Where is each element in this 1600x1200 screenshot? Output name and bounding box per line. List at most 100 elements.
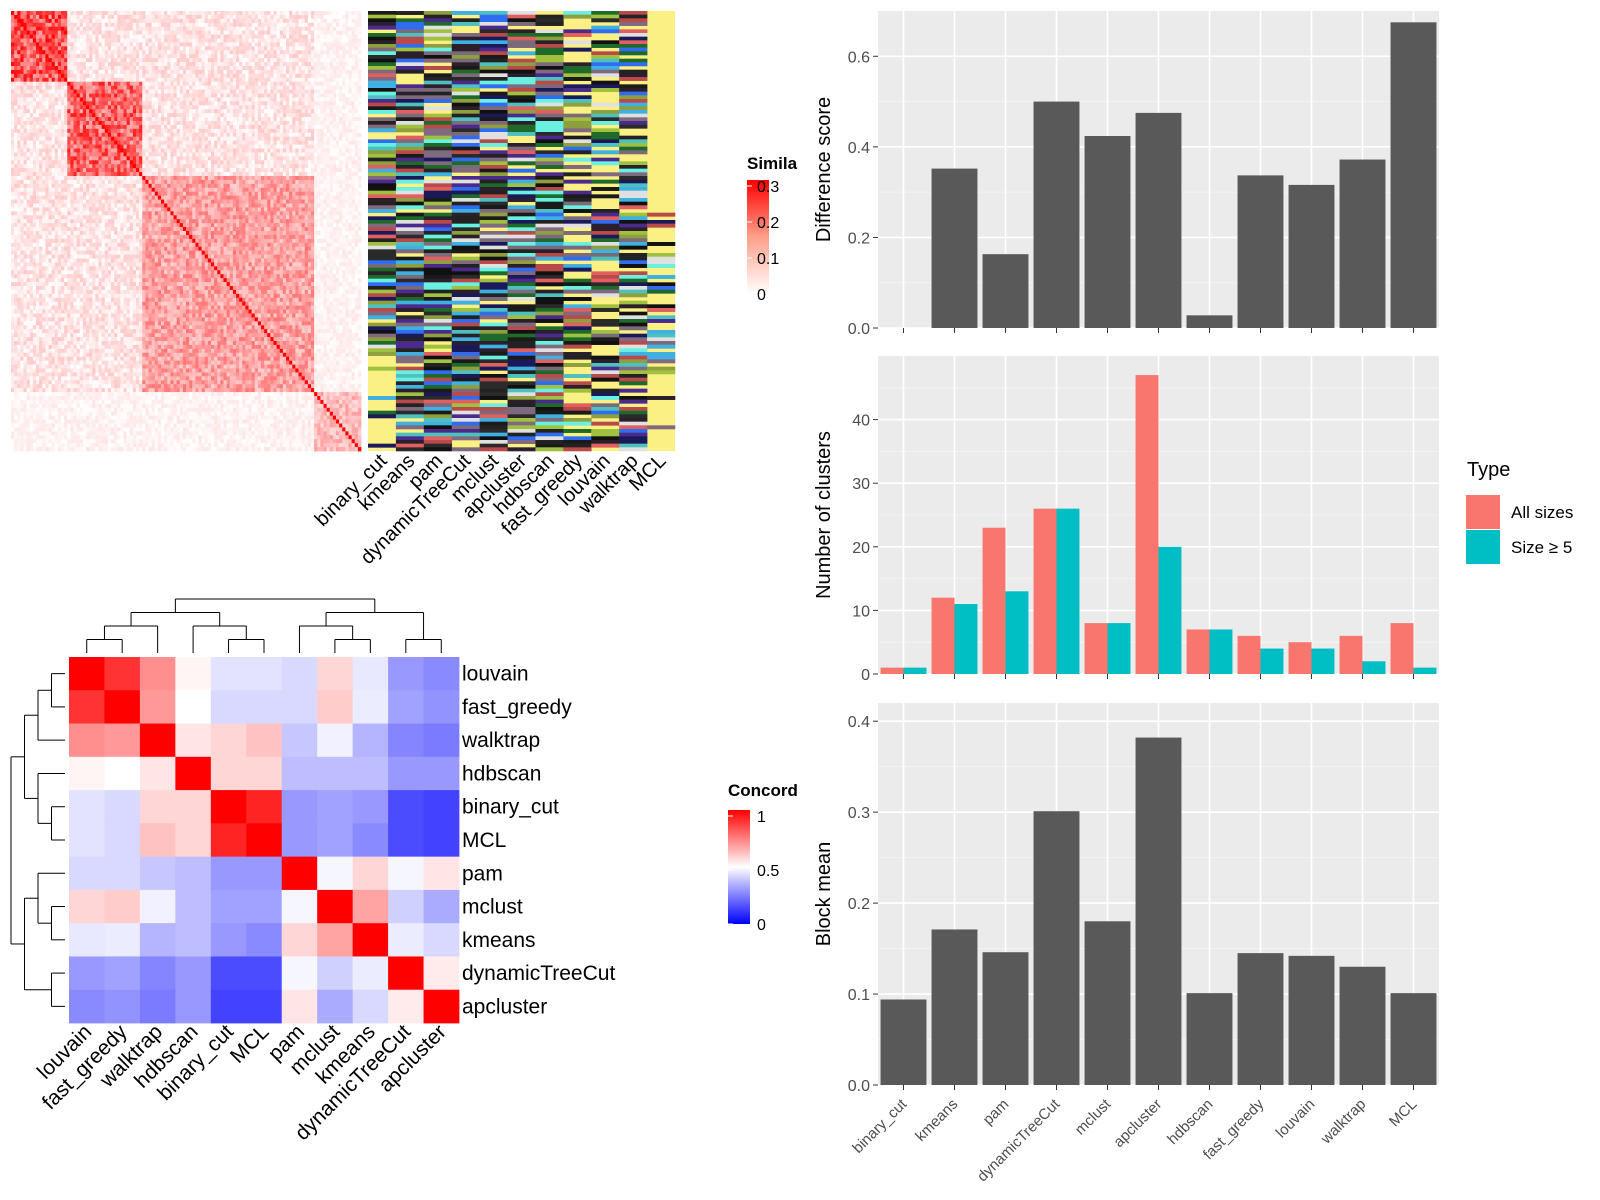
- similarity-cell: [239, 66, 243, 71]
- similarity-cell: [189, 30, 193, 35]
- similarity-cell: [292, 26, 296, 32]
- similarity-cell: [211, 89, 215, 94]
- similarity-cell: [317, 128, 321, 134]
- similarity-cell: [326, 11, 331, 16]
- similarity-cell: [154, 105, 159, 110]
- similarity-cell: [170, 22, 174, 28]
- similarity-cell: [329, 11, 334, 16]
- similarity-cell: [14, 176, 18, 181]
- similarity-cell: [186, 38, 190, 43]
- similarity-cell: [357, 26, 362, 32]
- similarity-cell: [311, 73, 315, 79]
- similarity-cell: [98, 144, 103, 149]
- similarity-cell: [186, 179, 190, 185]
- similarity-cell: [232, 50, 237, 55]
- similarity-cell: [70, 156, 74, 161]
- similarity-cell: [214, 124, 218, 130]
- similarity-cell: [114, 14, 118, 20]
- similarity-cell: [273, 121, 278, 126]
- similarity-cell: [214, 89, 218, 94]
- similarity-cell: [286, 38, 290, 43]
- similarity-cell: [151, 62, 156, 67]
- similarity-cell: [170, 117, 174, 122]
- similarity-cell: [98, 172, 103, 177]
- similarity-cell: [298, 136, 303, 142]
- similarity-cell: [129, 128, 134, 134]
- similarity-cell: [292, 156, 296, 161]
- similarity-cell: [348, 11, 353, 16]
- similarity-cell: [214, 121, 218, 126]
- similarity-cell: [276, 140, 281, 145]
- similarity-cell: [204, 38, 209, 43]
- similarity-cell: [207, 179, 212, 185]
- similarity-cell: [117, 54, 121, 59]
- similarity-cell: [32, 50, 37, 55]
- similarity-cell: [117, 58, 121, 63]
- similarity-cell: [179, 85, 184, 90]
- similarity-cell: [326, 58, 331, 63]
- similarity-cell: [270, 113, 274, 118]
- similarity-cell: [242, 124, 246, 130]
- similarity-cell: [220, 164, 224, 169]
- similarity-cell: [248, 73, 253, 79]
- similarity-cell: [14, 172, 18, 177]
- similarity-cell: [14, 148, 18, 153]
- similarity-cell: [123, 183, 128, 189]
- similarity-cell: [239, 85, 243, 90]
- similarity-cell: [111, 69, 115, 75]
- similarity-cell: [320, 113, 324, 118]
- similarity-cell: [257, 81, 262, 87]
- similarity-cell: [226, 85, 231, 90]
- similarity-cell: [242, 128, 246, 134]
- similarity-cell: [57, 164, 62, 169]
- similarity-cell: [189, 121, 193, 126]
- similarity-cell: [86, 58, 90, 63]
- similarity-cell: [126, 50, 131, 55]
- similarity-cell: [189, 156, 193, 161]
- similarity-cell: [32, 148, 37, 153]
- similarity-cell: [104, 97, 109, 102]
- similarity-cell: [164, 97, 168, 102]
- similarity-cell: [276, 156, 281, 161]
- similarity-cell: [186, 73, 190, 79]
- similarity-cell: [79, 66, 84, 71]
- similarity-cell: [342, 152, 346, 157]
- similarity-cell: [279, 54, 284, 59]
- similarity-cell: [164, 58, 168, 63]
- similarity-cell: [151, 50, 156, 55]
- similarity-cell: [282, 46, 287, 51]
- similarity-cell: [111, 183, 115, 189]
- similarity-cell: [20, 26, 24, 32]
- similarity-cell: [257, 73, 262, 79]
- similarity-cell: [48, 97, 53, 102]
- similarity-cell: [264, 26, 268, 32]
- similarity-cell: [251, 164, 256, 169]
- similarity-cell: [339, 42, 343, 47]
- similarity-cell: [176, 69, 181, 75]
- similarity-cell: [167, 77, 171, 83]
- similarity-cell: [111, 152, 115, 157]
- similarity-cell: [67, 121, 71, 126]
- similarity-cell: [120, 148, 124, 153]
- similarity-cell: [164, 113, 168, 118]
- similarity-cell: [314, 144, 318, 149]
- similarity-cell: [326, 172, 331, 177]
- similarity-cell: [26, 26, 31, 32]
- similarity-cell: [295, 128, 299, 134]
- similarity-cell: [48, 144, 53, 149]
- similarity-cell: [264, 168, 268, 173]
- similarity-cell: [161, 46, 165, 51]
- similarity-cell: [95, 144, 99, 149]
- similarity-cell: [311, 140, 315, 145]
- similarity-cell: [329, 105, 334, 110]
- similarity-cell: [295, 172, 299, 177]
- similarity-cell: [207, 183, 212, 189]
- similarity-cell: [304, 81, 309, 87]
- similarity-cell: [195, 69, 199, 75]
- similarity-cell: [345, 30, 349, 35]
- similarity-cell: [76, 183, 81, 189]
- similarity-cell: [354, 156, 359, 161]
- similarity-cell: [257, 62, 262, 67]
- similarity-cell: [282, 89, 287, 94]
- similarity-cell: [51, 132, 56, 138]
